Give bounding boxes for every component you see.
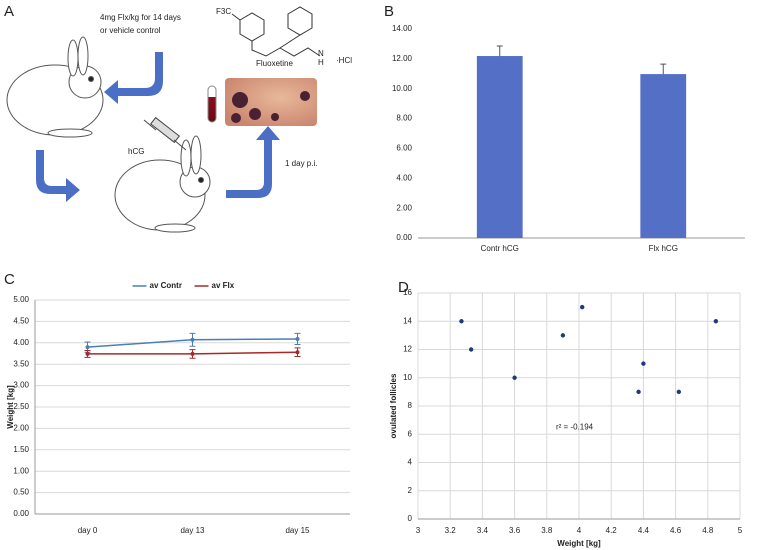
point (560, 333, 566, 338)
y-tick-label: 2.00 (396, 203, 412, 212)
x-tick-label: 3.8 (541, 526, 553, 535)
x-tick-label: 3.6 (509, 526, 521, 535)
ovary-image (225, 78, 317, 126)
x-axis-label: Weight [kg] (557, 539, 601, 548)
diagram-text: 4mg Flx/kg for 14 days or vehicle contro… (100, 7, 352, 168)
x-tick-label: day 13 (180, 526, 205, 535)
formula-group: F3C (216, 7, 231, 16)
formula-salt: ·HCl (336, 56, 352, 65)
panel-label: B (384, 3, 394, 20)
y-tick-label: 14.00 (392, 24, 413, 33)
y-tick-label: 2.50 (13, 402, 29, 411)
y-tick-label: 0.00 (396, 233, 412, 242)
point (295, 350, 300, 355)
x-tick-label: 3 (416, 526, 421, 535)
treatment-text: or vehicle control (100, 26, 161, 35)
panel-label: A (4, 3, 14, 20)
compound-name: Fluoxetine (256, 59, 293, 68)
y-tick-label: 14 (403, 316, 412, 325)
point (580, 304, 585, 310)
x-tick-label: 4.4 (638, 526, 650, 535)
point (713, 319, 719, 324)
y-tick-label: 6.00 (396, 144, 412, 153)
y-tick-label: 10 (403, 373, 412, 382)
y-tick-label: 12 (403, 345, 412, 354)
timing-text: 1 day p.i. (285, 159, 317, 168)
panel-label: C (4, 271, 15, 288)
x-tick-label: 4.6 (670, 526, 682, 535)
x-tick-label: 3.4 (477, 526, 489, 535)
x-tick-label: Flx hCG (649, 244, 678, 253)
point (636, 389, 641, 395)
y-tick-label: 2.00 (13, 424, 29, 433)
annotation: r² = -0.194 (556, 422, 594, 431)
y-tick-label: 12.00 (392, 54, 413, 63)
arrow (226, 126, 280, 198)
y-tick-label: 4.00 (13, 338, 29, 347)
formula-hydrogen: H (318, 58, 324, 67)
x-tick-label: Contr hCG (481, 244, 519, 253)
y-tick-label: 0.50 (13, 488, 29, 497)
molecule (231, 6, 321, 57)
x-tick-label: 4.8 (702, 526, 714, 535)
y-tick-label: 10.00 (392, 84, 413, 93)
y-axis-label: ovulated follicles (389, 373, 398, 438)
x-tick-label: day 15 (285, 526, 310, 535)
y-tick-label: 5.00 (13, 295, 29, 304)
y-tick-label: 2 (408, 486, 413, 495)
diagram (6, 6, 321, 233)
panel-label: D (398, 279, 409, 296)
y-tick-label: 8.00 (396, 114, 412, 123)
x-tick-label: day 0 (78, 526, 98, 535)
point (468, 347, 474, 352)
x-tick-label: 4.2 (606, 526, 618, 535)
y-tick-label: 3.00 (13, 381, 29, 390)
y-tick-label: 4 (408, 458, 413, 467)
legend-label: av Contr (150, 281, 182, 290)
point (295, 336, 300, 341)
y-tick-label: 1.50 (13, 445, 29, 454)
injection-text: hCG (128, 147, 144, 156)
y-tick-label: 16 (403, 288, 412, 297)
syringe (143, 116, 187, 151)
arrow (104, 52, 163, 104)
point (676, 389, 682, 395)
ovary-follicles (231, 91, 310, 123)
rabbit (6, 36, 104, 138)
y-tick-label: 0.00 (13, 509, 29, 518)
blood-tube (207, 85, 217, 123)
point (190, 351, 195, 356)
y-tick-label: 4.00 (396, 173, 412, 182)
y-tick-label: 3.50 (13, 359, 29, 368)
point (85, 345, 90, 350)
legend-label: av Flx (212, 281, 235, 290)
x-tick-label: 3.2 (445, 526, 457, 535)
treatment-text: 4mg Flx/kg for 14 days (100, 13, 181, 22)
arrow (36, 150, 80, 202)
x-tick-label: 4 (577, 526, 582, 535)
y-axis-label: Weight [kg] (6, 385, 15, 429)
point (641, 361, 646, 366)
x-tick-label: 5 (738, 526, 743, 535)
y-tick-label: 1.00 (13, 466, 29, 475)
bar (476, 56, 523, 238)
point (85, 351, 90, 356)
y-tick-label: 4.50 (13, 317, 29, 326)
bar (640, 74, 687, 238)
point (459, 319, 464, 324)
point (512, 375, 517, 380)
y-tick-label: 6 (408, 429, 413, 438)
point (190, 337, 195, 342)
y-tick-label: 0 (408, 514, 413, 523)
rabbit (114, 135, 211, 233)
y-tick-label: 8 (408, 401, 413, 410)
formula-amine: N (318, 49, 324, 58)
panel-labels: A B C D (4, 3, 409, 296)
